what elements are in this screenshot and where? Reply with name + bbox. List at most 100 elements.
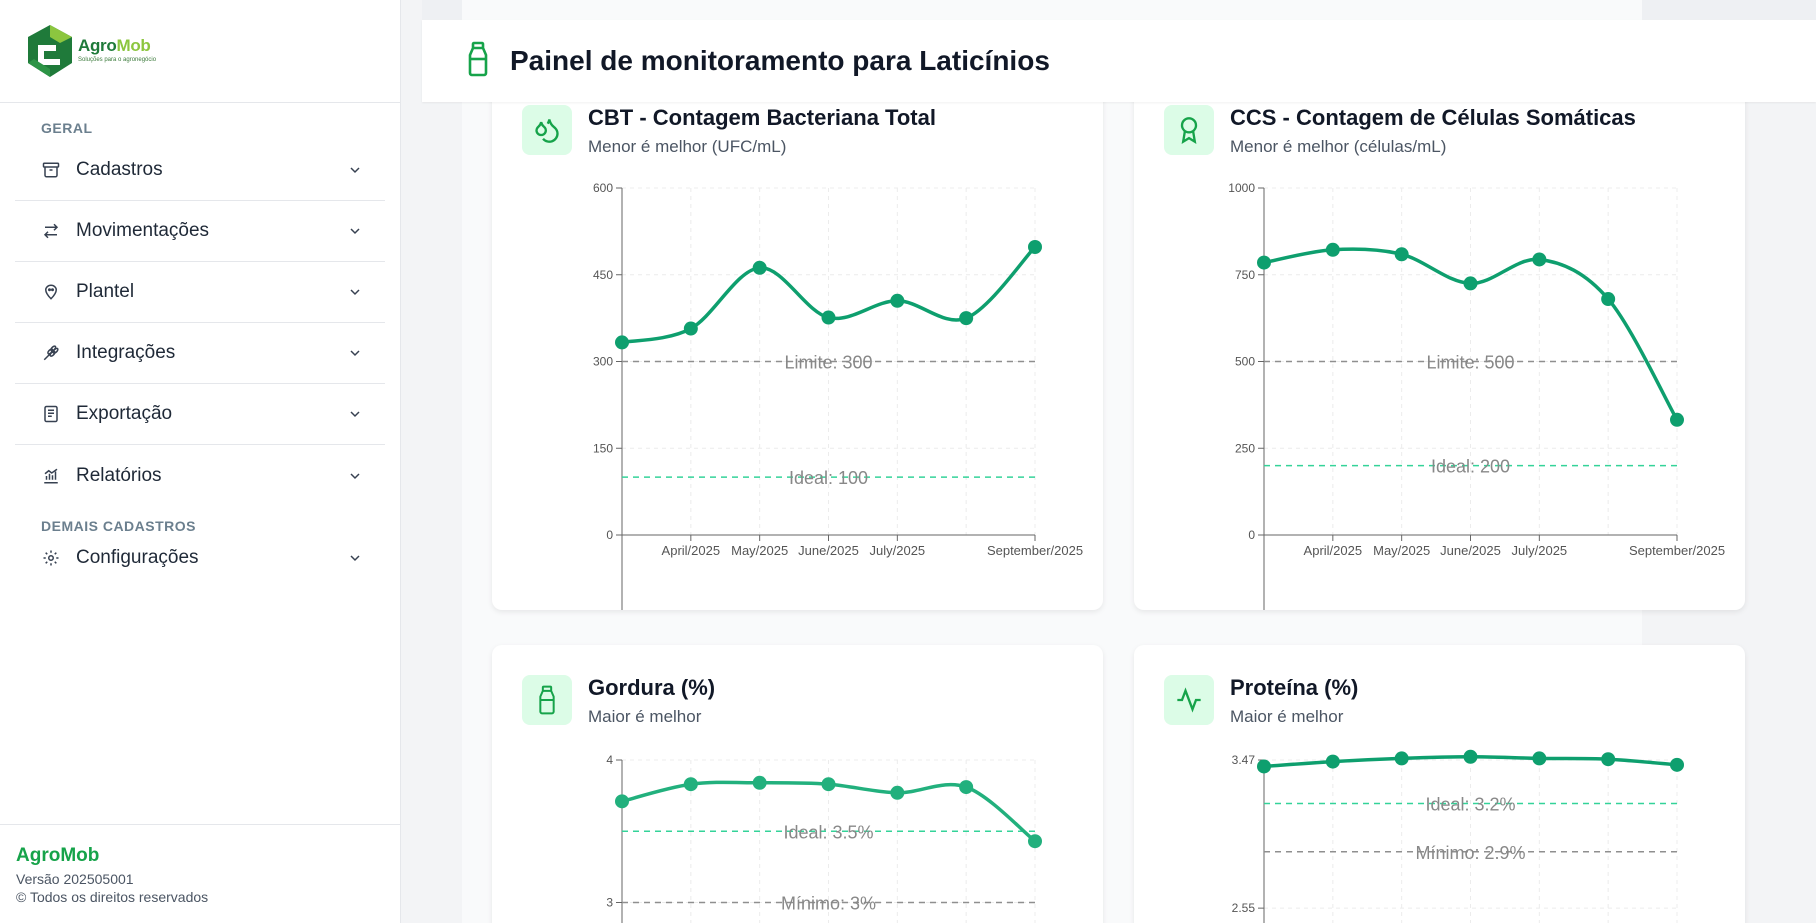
card-cbt: CBT - Contagem Bacteriana Total Menor é … xyxy=(492,60,1103,610)
sidebar-item-cadastros[interactable]: Cadastros xyxy=(15,140,385,201)
chart-proteina: 2.55 3.47 Ideal: 3.2% Mínimo: 2.9% xyxy=(1232,749,1684,923)
footer-rights: © Todos os direitos reservados xyxy=(16,889,209,905)
data-point xyxy=(1670,412,1684,427)
data-point xyxy=(1601,292,1616,307)
y-tick-label: 600 xyxy=(593,181,613,195)
card-title: Proteína (%) xyxy=(1230,675,1359,700)
sidebar: AgroMob Soluções para o agronegócio GERA… xyxy=(0,0,401,923)
y-tick-label: 150 xyxy=(593,441,613,455)
data-point xyxy=(1394,751,1409,766)
data-point xyxy=(890,785,905,800)
card-proteina: Proteína (%) Maior é melhor 2.55 3.47 Idea… xyxy=(1134,645,1745,923)
y-tick-label: 0 xyxy=(1248,528,1255,542)
sidebar-item-label: Plantel xyxy=(76,281,135,302)
reference-line-label: Mínimo: 2.9% xyxy=(1415,843,1525,863)
data-point xyxy=(1325,754,1340,769)
y-tick-label: 450 xyxy=(593,268,613,282)
sidebar-item-plantel[interactable]: Plantel xyxy=(15,262,385,323)
chart-ccs: 0 250 500 750 1000 April/2025 May/2025 June/202… xyxy=(1228,181,1725,610)
data-point xyxy=(752,260,767,275)
data-point xyxy=(959,311,974,326)
milk-bottle-icon xyxy=(466,41,490,82)
section-label-demais-cadastros: DEMAIS CADASTROS xyxy=(41,518,197,534)
data-point xyxy=(1670,757,1684,772)
document-icon xyxy=(41,404,61,424)
reference-line-label: Ideal: 3.2% xyxy=(1425,794,1515,814)
data-point xyxy=(821,310,836,325)
chevron-down-icon xyxy=(347,284,363,300)
sidebar-item-label: Exportação xyxy=(76,403,173,424)
x-tick-label: July/2025 xyxy=(870,543,926,558)
data-point xyxy=(1532,751,1547,766)
card-subtitle: Maior é melhor xyxy=(588,707,702,726)
card-title: CBT - Contagem Bacteriana Total xyxy=(588,105,936,130)
reference-line-label: Mínimo: 3% xyxy=(781,894,876,914)
logo[interactable]: AgroMob Soluções para o agronegócio xyxy=(0,0,400,103)
x-tick-label: May/2025 xyxy=(1373,543,1430,558)
sidebar-item-label: Cadastros xyxy=(76,159,163,180)
data-point xyxy=(1463,749,1478,764)
sidebar-footer: AgroMob Versão 202505001 © Todos os dire… xyxy=(0,824,400,923)
section-label-geral: GERAL xyxy=(41,120,93,136)
droplets-icon xyxy=(522,105,572,155)
logo-tagline: Soluções para o agronegócio xyxy=(78,56,157,63)
footer-version: Versão 202505001 xyxy=(16,871,134,887)
card-subtitle: Menor é melhor (células/mL) xyxy=(1230,137,1447,156)
footer-brand: AgroMob xyxy=(16,845,100,866)
data-point xyxy=(821,777,836,792)
x-tick-label: July/2025 xyxy=(1512,543,1568,558)
data-point xyxy=(1463,276,1478,291)
card-gordura: Gordura (%) Maior é melhor 3 4 Ideal: 3.5%… xyxy=(492,645,1103,923)
y-tick-label: 500 xyxy=(1235,355,1255,369)
sidebar-item-label: Integrações xyxy=(76,342,176,363)
sidebar-item-movimentacoes[interactable]: Movimentações xyxy=(15,201,385,262)
chevron-down-icon xyxy=(347,550,363,566)
data-point xyxy=(1257,255,1271,270)
gear-icon xyxy=(41,548,61,568)
y-tick-label: 1000 xyxy=(1228,181,1255,195)
y-tick-label: 0 xyxy=(606,528,613,542)
data-point xyxy=(683,321,698,336)
data-point xyxy=(959,780,974,795)
y-tick-label: 2.55 xyxy=(1232,901,1256,915)
agromob-logo-icon xyxy=(24,23,76,79)
card-subtitle: Menor é melhor (UFC/mL) xyxy=(588,137,787,156)
y-tick-label: 250 xyxy=(1235,441,1255,455)
x-tick-label: June/2025 xyxy=(798,543,859,558)
y-tick-label: 300 xyxy=(593,355,613,369)
card-ccs: CCS - Contagem de Células Somáticas Meno… xyxy=(1134,60,1745,610)
card-subtitle: Maior é melhor xyxy=(1230,707,1344,726)
data-point xyxy=(1601,752,1616,767)
sidebar-item-relatorios[interactable]: Relatórios xyxy=(15,445,385,506)
chevron-down-icon xyxy=(347,468,363,484)
y-tick-label: 750 xyxy=(1235,268,1255,282)
data-point xyxy=(1532,252,1547,267)
sidebar-item-exportacao[interactable]: Exportação xyxy=(15,384,385,445)
chevron-down-icon xyxy=(347,406,363,422)
y-tick-label: 3.47 xyxy=(1232,753,1256,767)
data-point xyxy=(1325,242,1340,257)
activity-pulse-icon xyxy=(1164,675,1214,725)
data-point xyxy=(752,775,767,790)
x-tick-label: September/2025 xyxy=(987,543,1083,558)
reference-line-label: Limite: 300 xyxy=(784,353,872,373)
sidebar-item-integracoes[interactable]: Integrações xyxy=(15,323,385,384)
sidebar-item-label: Configurações xyxy=(76,547,199,568)
card-title: Gordura (%) xyxy=(588,675,716,700)
chevron-down-icon xyxy=(347,223,363,239)
reference-line-label: Ideal: 3.5% xyxy=(783,822,873,842)
sidebar-item-configuracoes[interactable]: Configurações xyxy=(15,536,385,580)
milk-bottle-icon xyxy=(522,675,572,725)
sidebar-item-label: Movimentações xyxy=(76,220,210,241)
main-content: Painel de monitoramento para Laticínios … xyxy=(402,0,1816,923)
archive-icon xyxy=(41,160,61,180)
sidebar-nav: Cadastros Movimentações Plantel Integraç… xyxy=(0,140,400,506)
card-title: CCS - Contagem de Células Somáticas xyxy=(1230,105,1636,130)
data-point xyxy=(1028,834,1042,849)
chevron-down-icon xyxy=(347,162,363,178)
y-tick-label: 4 xyxy=(606,753,613,767)
page-header: Painel de monitoramento para Laticínios xyxy=(422,20,1816,102)
x-tick-label: May/2025 xyxy=(731,543,788,558)
y-tick-label: 3 xyxy=(606,896,613,910)
bar-chart-icon xyxy=(41,466,61,486)
